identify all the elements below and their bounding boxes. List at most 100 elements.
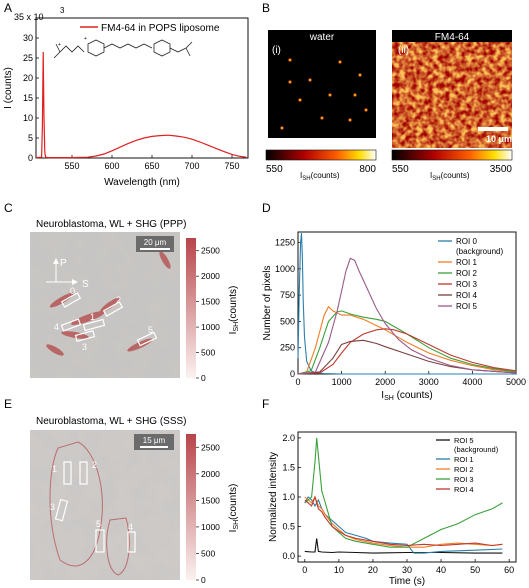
panel-f-timecourse: 0 10 20 30 40 50 60 0.0 0.5 1.0 1.5 2.0 ROI 5(backg… xyxy=(268,431,517,587)
panel-b-images: water (i) FM4-64 (ii) 10 μm 550 800 ISH(… xyxy=(265,30,513,182)
d-series-line-1 xyxy=(297,305,517,375)
f-xtick-label-6: 60 xyxy=(504,565,514,575)
colorbar-c xyxy=(186,238,196,378)
roi-label-c-5: 5 xyxy=(148,325,153,335)
colorbar-fm4-64-label: ISH(counts) xyxy=(430,171,470,182)
image-water-label: (i) xyxy=(272,45,281,56)
water-spot-8 xyxy=(307,77,313,83)
scalebar-c-label: 20 μm xyxy=(144,238,167,247)
a-xtick-label-3: 700 xyxy=(184,161,199,171)
f-xtick-label-5: 50 xyxy=(470,565,480,575)
roi-label-c-4: 4 xyxy=(54,322,59,332)
roi-label-c-3: 3 xyxy=(82,342,87,352)
a-ytick-label-2: 10 xyxy=(23,113,33,123)
d-legend-label-4: ROI 4 xyxy=(456,291,477,300)
c-cbar-tick-label-0: 0 xyxy=(201,373,206,383)
image-water-title: water xyxy=(309,32,335,43)
molecule-n-plus-2: + xyxy=(58,42,61,48)
arrow-s-head xyxy=(72,279,78,285)
panel-a-spectrum: 550 600 650 700 750 0 5 10 15 20 25 30 + + FM4-64 i… xyxy=(3,6,249,188)
arrow-s-label: S xyxy=(82,279,89,290)
roi-boxes-e xyxy=(54,461,136,553)
d-legend-label-0: ROI 0 xyxy=(456,237,477,246)
e-cbar-tick-label-3: 1500 xyxy=(201,495,220,505)
roi-label-e-1: 1 xyxy=(52,464,57,474)
a-ytick-label-3: 15 xyxy=(23,93,33,103)
y-axis-label-d: Number of pixels xyxy=(262,265,273,340)
cells-e xyxy=(49,441,130,576)
colorbar-fm4-64 xyxy=(391,149,513,161)
d-series-line-3 xyxy=(297,328,517,375)
panel-d-histogram: 0 1000 2000 3000 4000 5000025050075010001250 … xyxy=(262,231,526,402)
y-multiplier-a: 35 x 10 xyxy=(14,12,44,22)
c-cbar-tick-label-3: 1500 xyxy=(201,297,220,307)
f-series-line-1 xyxy=(304,496,503,554)
image-fm4-64-title: FM4-64 xyxy=(435,32,470,43)
f-ytick-label-1: 0.5 xyxy=(282,522,295,532)
plot-frame-a xyxy=(35,17,249,159)
a-ytick-label-0: 0 xyxy=(28,153,33,163)
roi-label-c-1: 1 xyxy=(90,312,95,322)
a-ytick-label-6: 30 xyxy=(23,33,33,43)
scalebar-e-label: 15 μm xyxy=(143,436,166,445)
f-xtick-label-0: 0 xyxy=(302,565,307,575)
y-multiplier-exp-a: 3 xyxy=(60,6,65,15)
roi-label-e-3: 3 xyxy=(50,502,55,512)
f-legend-label-2: ROI 2 xyxy=(454,465,474,474)
panel-c-title: Neuroblastoma, WL + SHG (PPP) xyxy=(36,219,187,230)
d-xtick-label-4: 4000 xyxy=(462,377,482,387)
a-xtick-label-0: 550 xyxy=(64,161,79,171)
x-axis-label-d: ISH (counts) xyxy=(381,390,432,402)
a-xtick-label-2: 650 xyxy=(144,161,159,171)
image-fm4-64-titlebar xyxy=(392,30,512,42)
c-cbar-tick-label-4: 2000 xyxy=(201,271,220,281)
d-ytick-label-0: 0 xyxy=(290,369,295,379)
f-xtick-label-2: 20 xyxy=(368,565,378,575)
a-xtick-label-4: 750 xyxy=(224,161,239,171)
y-axis-label-f: Normalized intensity xyxy=(268,452,279,542)
panel-letter-b: B xyxy=(262,1,270,15)
d-ytick-label-5: 1250 xyxy=(275,238,295,248)
d-ytick-label-2: 500 xyxy=(280,316,295,326)
roi-boxes-c xyxy=(60,292,158,347)
panel-letter-d: D xyxy=(262,201,271,215)
arrow-p-label: P xyxy=(60,258,67,269)
f-xtick-label-3: 30 xyxy=(402,565,412,575)
fm4-64-molecule-icon xyxy=(53,39,193,59)
water-spot-5 xyxy=(347,117,353,123)
panel-c-micrograph: Neuroblastoma, WL + SHG (PPP) 20 μm P S xyxy=(30,219,240,383)
colorbar-water-max: 800 xyxy=(359,164,376,175)
c-cbar-tick-label-2: 1000 xyxy=(201,322,220,332)
water-spot-1 xyxy=(337,59,343,65)
f-xtick-label-4: 40 xyxy=(436,565,446,575)
legend-label-a: FM4-64 in POPS liposome xyxy=(101,23,220,34)
y-axis-label-a: I (counts) xyxy=(3,67,14,109)
d-series-line-2 xyxy=(297,310,517,375)
d-xtick-label-1: 1000 xyxy=(332,377,352,387)
water-spot-9 xyxy=(327,92,333,98)
panel-e-title: Neuroblastoma, WL + SHG (SSS) xyxy=(36,416,187,427)
e-cbar-tick-label-5: 2500 xyxy=(201,442,220,452)
panel-letter-c: C xyxy=(4,201,13,215)
f-ytick-label-3: 1.5 xyxy=(282,462,295,472)
f-series-line-4 xyxy=(304,495,503,547)
f-legend-label-3: ROI 3 xyxy=(454,475,474,484)
colorbar-water-min: 550 xyxy=(266,164,283,175)
water-spot-4 xyxy=(319,115,325,121)
scalebar-b-label: 10 μm xyxy=(486,134,512,144)
panel-letter-a: A xyxy=(4,1,12,15)
f-xtick-label-1: 10 xyxy=(334,565,344,575)
roi-label-e-5: 5 xyxy=(96,519,101,529)
d-xtick-label-0: 0 xyxy=(295,377,300,387)
d-legend-label-0-b: (background) xyxy=(456,247,503,256)
e-cbar-tick-label-2: 1000 xyxy=(201,522,220,532)
f-legend-label-1: ROI 1 xyxy=(454,455,474,464)
a-ytick-label-4: 20 xyxy=(23,73,33,83)
roi-label-e-4: 4 xyxy=(128,522,133,532)
panel-e-micrograph: Neuroblastoma, WL + SHG (SSS) 15 μm 1 2 … xyxy=(30,416,240,585)
arrow-p-head xyxy=(53,258,59,264)
colorbar-fm4-64-min: 550 xyxy=(392,164,409,175)
colorbar-water-label: ISH(counts) xyxy=(300,171,340,182)
water-spot-10 xyxy=(287,79,293,85)
